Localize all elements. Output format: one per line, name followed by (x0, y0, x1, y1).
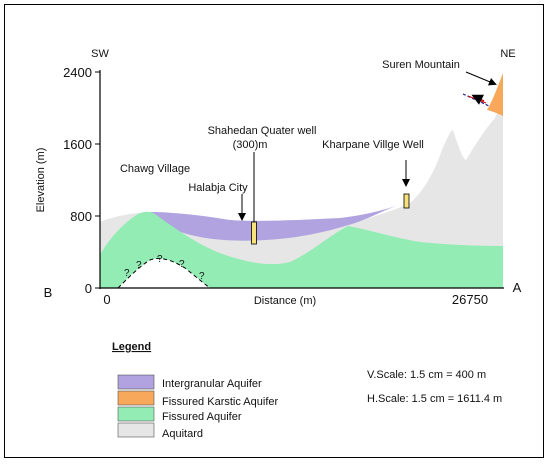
fault-arrow-icon (471, 94, 485, 105)
legend-label-aquitard: Aquitard (162, 428, 203, 440)
section-start-label: B (44, 285, 53, 300)
legend-label-intergranular: Intergranular Aquifer (162, 378, 262, 390)
legend-title: Legend (112, 341, 151, 353)
legend-label-fissured: Fissured Aquifer (162, 411, 242, 423)
legend-swatch-fissured (117, 406, 155, 422)
y-tick-label-1600: 1600 (63, 137, 92, 152)
kharpane-well-label: Kharpane Villge Well (322, 139, 424, 151)
fissured-karstic-aquifer-layer (487, 73, 503, 116)
y-axis-label: Elevation (m) (35, 148, 47, 213)
unknown-mark: ? (157, 254, 163, 265)
x-tick-label-0: 0 (103, 292, 110, 307)
x-axis-label: Distance (m) (254, 295, 316, 307)
halabja-city-label: Halabja City (188, 182, 248, 194)
legend-swatch-intergranular (117, 374, 155, 390)
ne-direction-label: NE (500, 48, 515, 60)
unknown-mark: ? (179, 259, 185, 270)
unknown-basement (118, 258, 210, 288)
fissured-aquifer-layer (100, 211, 503, 288)
shahedan-well-icon (251, 221, 257, 245)
unknown-mark: ? (124, 268, 130, 279)
y-tick-label-800: 800 (70, 209, 92, 224)
shahedan-well-label: Shahedan Quater well (208, 125, 317, 137)
suren-mountain-label: Suren Mountain (382, 59, 460, 71)
intergranular-aquifer-layer (150, 205, 398, 241)
vertical-scale: V.Scale: 1.5 cm = 400 m (367, 369, 486, 381)
kharpane-well-icon (403, 193, 410, 209)
section-end-label: A (513, 280, 522, 295)
unknown-boundary (117, 257, 211, 289)
shahedan-well-depth-label: (300)m (233, 139, 268, 151)
fault-line-blue (462, 93, 490, 107)
legend-swatch-aquitard (117, 422, 155, 438)
x-tick-label-26750: 26750 (452, 292, 488, 307)
unknown-mark: ? (136, 260, 142, 271)
unknown-mark: ? (199, 271, 205, 282)
legend-swatch-karstic (117, 390, 155, 406)
suren-mountain-arrow-icon (465, 71, 497, 86)
y-tick-label-0: 0 (85, 281, 92, 296)
horizontal-scale: H.Scale: 1.5 cm = 1611.4 m (367, 393, 502, 405)
sw-direction-label: SW (91, 48, 109, 60)
chawg-village-label: Chawg Village (120, 163, 190, 175)
y-tick-label-2400: 2400 (63, 65, 92, 80)
legend-label-karstic: Fissured Karstic Aquifer (162, 396, 278, 408)
